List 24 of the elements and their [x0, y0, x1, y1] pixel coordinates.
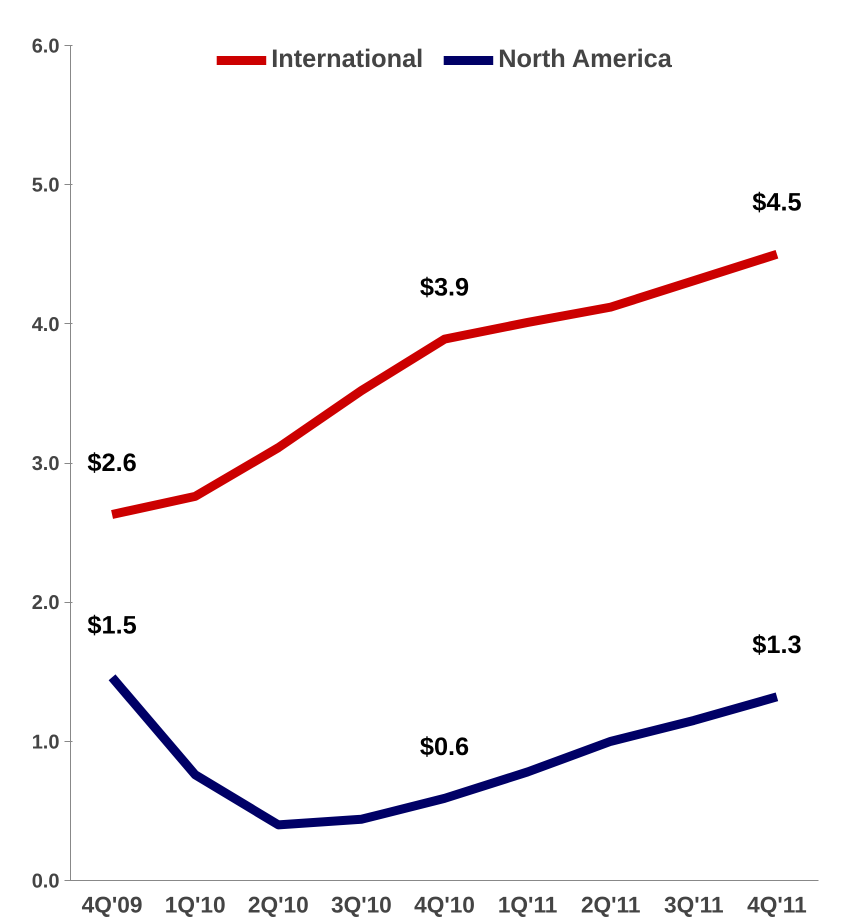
- x-tick-label: 4Q'09: [82, 892, 142, 918]
- x-tick-label: 3Q'11: [664, 892, 724, 918]
- y-tick-label: 4.0: [32, 314, 60, 336]
- data-label: $2.6: [87, 448, 137, 477]
- y-tick-label: 5.0: [32, 174, 60, 197]
- y-tick-label: 3.0: [32, 453, 60, 475]
- y-tick-label: 0.0: [32, 870, 60, 892]
- legend-label: International: [271, 45, 424, 74]
- x-tick-label: 1Q'11: [498, 892, 558, 918]
- y-tick-label: 1.0: [32, 731, 60, 754]
- y-tick-label: 6.0: [32, 36, 60, 58]
- x-tick-label: 3Q'10: [330, 892, 392, 918]
- x-tick-label: 1Q'10: [164, 892, 226, 918]
- data-label: $0.6: [420, 732, 470, 761]
- data-label: $1.5: [87, 612, 137, 640]
- data-label: $3.9: [420, 274, 470, 302]
- x-tick-label: 4Q'10: [414, 892, 475, 918]
- data-label: $1.3: [752, 631, 802, 660]
- data-label: $4.5: [752, 188, 802, 217]
- x-tick-label: 2Q'11: [580, 892, 641, 918]
- x-tick-label: 4Q'11: [747, 892, 807, 918]
- y-tick-label: 2.0: [32, 592, 60, 614]
- x-tick-label: 2Q'10: [248, 892, 309, 918]
- legend-label: North America: [498, 45, 672, 74]
